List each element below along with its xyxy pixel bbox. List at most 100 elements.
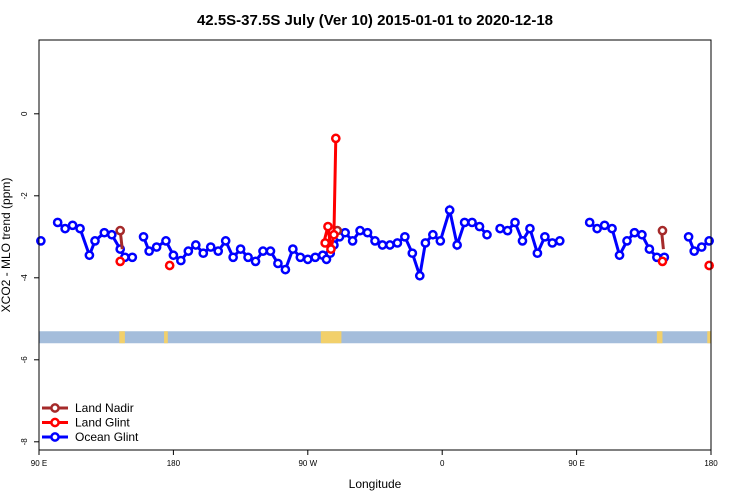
- ocean-glint-point: [52, 217, 63, 228]
- ocean-glint-point: [75, 223, 85, 234]
- legend-item-land-glint: Land Glint: [42, 416, 130, 430]
- axes-layer: 90 E 180 90 W 0 90 E 180 0 -2 -4 -6 -8: [20, 39, 718, 468]
- ocean-glint-point: [161, 236, 171, 246]
- ocean-glint-point: [106, 229, 117, 240]
- y-axis-label: XCO2 - MLO trend (ppm): [0, 178, 13, 313]
- ocean-glint-point: [689, 246, 700, 256]
- ocean-glint-point: [444, 205, 455, 215]
- y-tick-label: -2: [20, 192, 29, 200]
- ocean-glint-point: [250, 256, 261, 267]
- ocean-glint-point: [407, 248, 418, 259]
- ocean-glint-point: [67, 220, 78, 231]
- ocean-glint-point: [176, 255, 186, 266]
- ocean-glint-point: [310, 252, 321, 263]
- ocean-glint-point: [584, 217, 595, 228]
- land-glint-point: [326, 244, 336, 254]
- ocean-glint-point: [435, 236, 446, 246]
- ocean-glint-point: [482, 229, 492, 240]
- ocean-glint-point: [198, 248, 209, 259]
- x-tick-label: 0: [440, 459, 445, 468]
- ocean-glint-point: [510, 217, 520, 228]
- ocean-glint-point: [265, 246, 276, 256]
- legend-label: Land Nadir: [75, 401, 134, 415]
- ocean-glint-point: [347, 236, 358, 246]
- legend-label: Ocean Glint: [75, 430, 139, 444]
- land-glint-point: [164, 260, 175, 271]
- ocean-glint-point: [547, 238, 558, 248]
- ocean-glint-point: [138, 231, 149, 242]
- ocean-glint-point: [295, 252, 306, 263]
- ocean-glint-point: [340, 227, 350, 238]
- y-tick-label: -4: [20, 274, 29, 282]
- ocean-glint-point: [36, 236, 46, 246]
- land-patch: [707, 331, 711, 344]
- ocean-glint-point: [637, 229, 647, 240]
- ocean-glint-point: [592, 223, 602, 234]
- ocean-glint-point: [235, 244, 246, 254]
- ocean-glint-point: [420, 238, 431, 248]
- legend-item-ocean-glint: Ocean Glint: [42, 430, 139, 444]
- y-tick-label: 0: [20, 111, 29, 116]
- ocean-glint-point: [84, 250, 95, 261]
- x-tick-label: 90 E: [568, 459, 584, 468]
- ocean-glint-point: [60, 223, 70, 234]
- ocean-glint-point: [532, 248, 543, 259]
- ocean-glint-point: [644, 244, 655, 254]
- ocean-glint-point: [517, 236, 528, 246]
- x-tick-label: 90 W: [298, 459, 317, 468]
- land-glint-point: [323, 221, 333, 232]
- ocean-glint-point: [258, 246, 268, 256]
- ocean-glint-point: [168, 250, 179, 261]
- legend-marker: [50, 432, 60, 442]
- x-tick-label: 90 E: [31, 459, 47, 468]
- ocean-glint-point: [554, 236, 565, 246]
- ocean-glint-point: [302, 254, 313, 265]
- y-tick-label: -8: [20, 438, 29, 446]
- land-glint-point: [704, 260, 714, 271]
- ocean-glint-point: [459, 217, 470, 228]
- ocean-glint-point: [377, 240, 388, 250]
- ocean-glint-point: [452, 240, 462, 250]
- land-patch: [320, 331, 342, 344]
- ocean-glint-point: [525, 223, 535, 234]
- ocean-glint-point: [414, 270, 425, 281]
- ocean-glint-point: [144, 246, 154, 256]
- x-axis-label: Longitude: [349, 477, 402, 491]
- y-tick-label: -6: [20, 356, 29, 364]
- ocean-glint-point: [467, 217, 477, 228]
- x-tick-label: 180: [704, 459, 718, 468]
- ocean-glint-point: [614, 250, 625, 261]
- ocean-glint-series: [36, 204, 714, 281]
- ocean-glint-point: [607, 223, 617, 234]
- ocean-glint-point: [683, 231, 694, 242]
- ocean-glint-point: [392, 238, 403, 248]
- ocean-glint-point: [495, 223, 505, 234]
- land-glint-point: [329, 229, 339, 240]
- ocean-glint-point: [228, 252, 238, 263]
- chart-title: 42.5S-37.5S July (Ver 10) 2015-01-01 to …: [197, 12, 553, 29]
- ocean-glint-point: [385, 240, 395, 250]
- ocean-glint-point: [90, 236, 100, 246]
- legend-item-land-nadir: Land Nadir: [42, 401, 134, 415]
- ocean-glint-point: [704, 236, 714, 246]
- ocean-glint-point: [280, 264, 291, 275]
- plot-frame: [38, 39, 712, 451]
- land-glint-point: [657, 256, 668, 267]
- ocean-glint-point: [362, 227, 373, 238]
- land-glint-point: [330, 133, 341, 144]
- ocean-glint-point: [243, 252, 253, 263]
- land-glint-point: [115, 256, 126, 267]
- ocean-glint-point: [599, 220, 610, 231]
- ocean-glint-point: [696, 242, 707, 252]
- ocean-glint-point: [288, 244, 298, 254]
- land-nadir-point: [657, 225, 668, 236]
- land-patch: [656, 331, 663, 344]
- land-patch: [164, 331, 168, 344]
- land-ocean-strip: [39, 331, 711, 344]
- ocean-glint-point: [99, 227, 110, 238]
- land-nadir-point: [115, 225, 126, 236]
- legend-marker: [50, 403, 60, 413]
- ocean-glint-point: [205, 242, 216, 252]
